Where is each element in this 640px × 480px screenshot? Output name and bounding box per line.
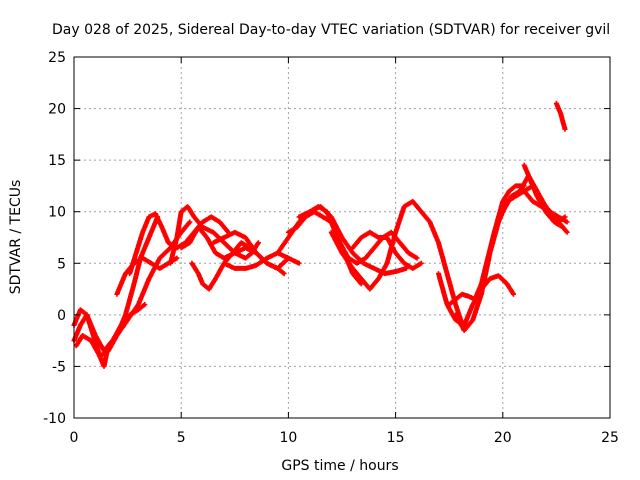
data-series-s12 <box>285 209 420 266</box>
data-series-s18 <box>453 219 501 333</box>
data-series-s9 <box>210 229 287 277</box>
x-tick-label: 10 <box>279 430 297 446</box>
series-markers <box>521 183 568 225</box>
data-series-s23 <box>553 100 568 132</box>
data-series-s10 <box>221 250 302 271</box>
series-markers <box>285 209 420 266</box>
plot-frame <box>73 56 611 419</box>
data-series-s14 <box>328 198 467 333</box>
y-axis-label: SDTVAR / TECUs <box>8 180 24 295</box>
x-tick-label: 0 <box>70 430 79 446</box>
series-markers <box>296 204 409 277</box>
series-markers <box>446 183 527 307</box>
y-tick-label: 20 <box>48 102 66 118</box>
y-tick-label: -10 <box>43 411 66 427</box>
y-tick-label: -5 <box>52 359 66 375</box>
x-tick-label: 20 <box>494 430 512 446</box>
series-markers <box>221 250 302 271</box>
series-markers <box>553 100 568 132</box>
series-markers <box>328 198 467 333</box>
x-tick-label: 5 <box>177 430 186 446</box>
y-tick-label: 25 <box>48 50 66 66</box>
series-markers <box>210 229 287 277</box>
data-series-s22 <box>521 162 566 230</box>
data-series-s17 <box>446 183 527 307</box>
data-series-s21 <box>521 183 568 225</box>
axis-ticks: 0 5 10 15 20 25 -10 -5 0 5 10 15 20 25 <box>43 50 619 446</box>
x-tick-label: 25 <box>601 430 619 446</box>
x-axis-label: GPS time / hours <box>281 458 398 474</box>
y-tick-label: 10 <box>48 205 66 221</box>
y-tick-label: 0 <box>57 308 66 324</box>
y-tick-label: 15 <box>48 153 66 169</box>
series-markers <box>350 229 424 271</box>
data-series-s15 <box>350 229 424 271</box>
data-points <box>71 100 570 369</box>
chart-title: Day 028 of 2025, Sidereal Day-to-day VTE… <box>52 22 610 38</box>
grid-lines <box>74 57 610 418</box>
data-series-s13 <box>296 204 409 277</box>
y-tick-label: 5 <box>57 256 66 272</box>
x-tick-label: 15 <box>387 430 405 446</box>
series-markers <box>521 162 566 230</box>
series-markers <box>453 219 501 333</box>
